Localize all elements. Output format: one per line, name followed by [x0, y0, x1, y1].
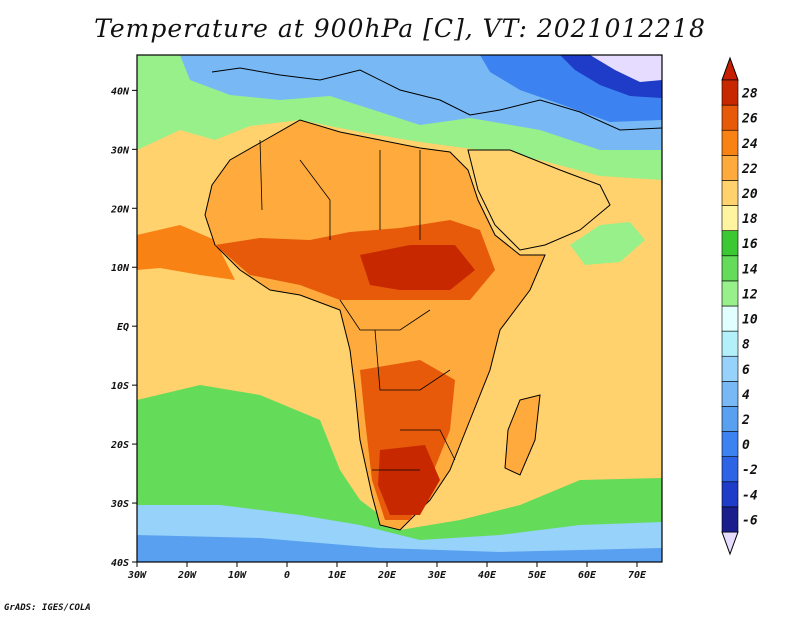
colorbar-swatch: [721, 381, 739, 407]
africa-landmass: [204, 119, 546, 531]
lon-tick-label: 70E: [628, 570, 647, 581]
colorbar-label: 4: [742, 388, 750, 403]
colorbar-label: 12: [742, 287, 758, 302]
plot-frame: [136, 54, 663, 563]
colorbar-label: 16: [742, 237, 758, 252]
latitude-axis: 40N 30N 20N 10N EQ 10S 20S 30S 40S: [110, 86, 137, 569]
colder-zone-south: [137, 535, 662, 562]
colorbar-swatch: [721, 406, 739, 432]
african-continent: [204, 67, 662, 531]
colorbar-swatch: [721, 330, 739, 357]
colorbar-label: 26: [741, 112, 758, 127]
colorbar-swatch: [721, 305, 739, 332]
colorbar-above-triangle: [721, 56, 739, 81]
lat-tick-label: 20N: [110, 204, 130, 215]
colorbar-label: 18: [742, 212, 758, 227]
colorbar-swatch: [721, 155, 739, 181]
map-title: Temperature at 900hPa [C], VT: 202101221…: [94, 14, 706, 43]
colorbar-swatch: [721, 230, 739, 257]
colorbar-label: 20: [741, 187, 758, 202]
lon-tick-label: 10E: [328, 570, 347, 581]
colorbar-swatch: [721, 481, 739, 508]
lon-tick-label: 50E: [528, 570, 547, 581]
colorbar-swatch: [721, 355, 739, 382]
colorbar-swatch: [721, 431, 739, 457]
lon-tick-label: 20W: [177, 570, 197, 581]
colorbar-swatch: [721, 280, 739, 307]
hottest-zone-central-africa: [360, 245, 475, 290]
colorbar-swatch: [721, 104, 739, 131]
arabian-peninsula: [467, 149, 611, 251]
colorbar-swatch: [721, 506, 739, 533]
colorbar-label: -4: [742, 488, 758, 503]
colorbar-swatch: [721, 180, 739, 206]
lon-tick-label: 20E: [377, 570, 397, 581]
lon-tick-label: 30W: [127, 570, 147, 581]
lat-tick-label: 10S: [111, 381, 129, 392]
hottest-zone-southern-africa: [378, 445, 440, 515]
lat-tick-label: 40N: [111, 86, 130, 97]
europe-coastline: [211, 67, 662, 131]
country-borders: [259, 139, 456, 471]
longitude-axis: 30W 20W 10W 0 10E 20E 30E 40E 50E 60E 70E: [127, 562, 647, 581]
colorbar-swatch: [721, 79, 739, 106]
colorbar-label: 6: [742, 363, 750, 378]
colorbar-below-triangle: [721, 531, 739, 556]
colorbar-label: 0: [742, 438, 750, 453]
cool-zone-arabian-sea: [570, 222, 645, 265]
colorbar-label: 2: [741, 413, 750, 428]
lon-tick-label: 40E: [478, 570, 497, 581]
lat-tick-label: 30N: [110, 145, 130, 156]
lon-tick-label: 0: [284, 570, 290, 581]
lon-tick-label: 30E: [427, 570, 447, 581]
colorbar-label: 14: [742, 262, 758, 277]
colorbar-label: 24: [741, 137, 758, 152]
lat-tick-label: 30S: [110, 499, 129, 510]
lat-tick-label: 10N: [111, 263, 130, 274]
lat-tick-label: EQ: [117, 322, 129, 333]
warm-zone-atlantic: [137, 225, 235, 280]
colorbar-label: 28: [741, 87, 758, 102]
colorbar-swatch: [721, 456, 739, 483]
lat-tick-label: 40S: [111, 558, 129, 569]
colorbar-swatch: [721, 129, 739, 156]
grads-credit: GrADS: IGES/COLA: [4, 603, 91, 613]
colorbar-label: 22: [741, 162, 758, 177]
lon-tick-label: 60E: [578, 570, 597, 581]
colorbar-label: -2: [742, 463, 758, 478]
colorbar-label: 8: [742, 338, 750, 353]
colorbar-swatch: [721, 205, 739, 231]
colorbar-label: -6: [742, 513, 758, 528]
colorbar-label: 10: [742, 313, 758, 328]
madagascar: [504, 394, 541, 476]
lat-tick-label: 20S: [110, 440, 129, 451]
below-scale-zone: [590, 55, 662, 82]
lon-tick-label: 10W: [228, 570, 247, 581]
colorbar-swatch: [721, 255, 739, 282]
